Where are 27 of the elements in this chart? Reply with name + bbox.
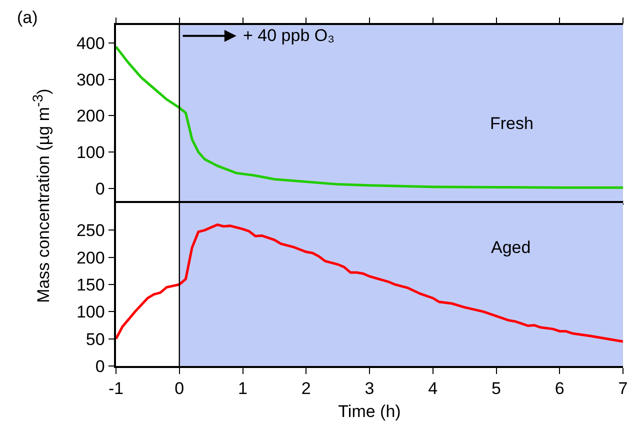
x-tick-label: 5: [492, 379, 501, 398]
y-tick-label: 200: [76, 248, 105, 268]
annotation: Aged: [491, 238, 531, 257]
y-tick-label: 100: [76, 302, 105, 322]
x-axis-title: Time (h): [338, 402, 401, 422]
x-tick-label: -1: [108, 379, 124, 398]
x-tick-label: 4: [428, 379, 438, 398]
y-tick-label: 400: [76, 34, 105, 54]
annotation: Fresh: [490, 114, 534, 133]
line-series: [116, 223, 623, 343]
x-tick-label: 2: [301, 379, 311, 398]
y-tick-label: 250: [76, 221, 105, 240]
annotation: + 40 ppb O₃: [243, 26, 335, 45]
y-tick-label: 150: [76, 275, 105, 294]
y-tick-label: 0: [95, 179, 105, 198]
y-tick-label: 200: [76, 106, 105, 126]
x-tick-label: 7: [618, 379, 628, 398]
line-series: [116, 46, 623, 189]
x-tick-label: 3: [364, 379, 374, 398]
y-tick-label: 0: [95, 356, 105, 376]
text: (a): [17, 8, 38, 27]
y-tick-label: 100: [76, 142, 105, 162]
y-tick-label: 50: [86, 330, 105, 349]
x-tick-label: 6: [554, 379, 564, 398]
x-tick-label: 1: [238, 379, 248, 398]
y-tick-label: 300: [76, 70, 105, 90]
x-tick-label: 0: [174, 379, 184, 398]
